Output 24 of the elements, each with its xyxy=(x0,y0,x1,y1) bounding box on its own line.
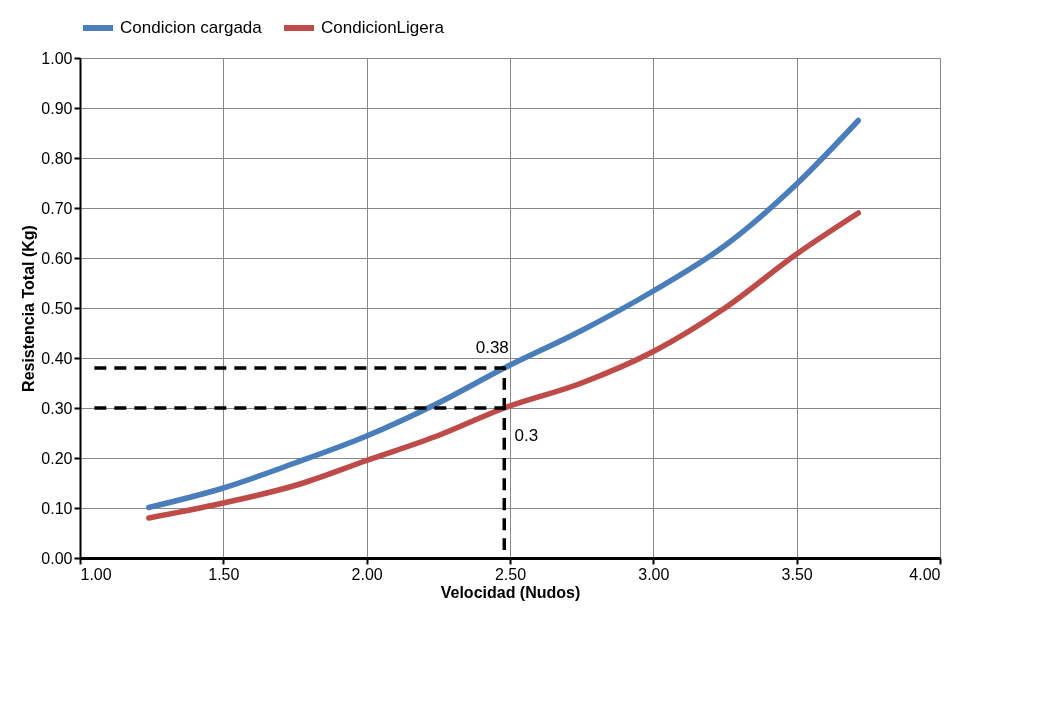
legend-label: Condicion cargada xyxy=(120,18,263,37)
y-tick-label: 0.70 xyxy=(41,199,73,217)
y-tick-label: 0.30 xyxy=(41,399,73,417)
y-tick-label: 0.10 xyxy=(41,499,73,517)
annotation: 0.38 xyxy=(475,338,509,357)
y-tick-label: 0.60 xyxy=(41,249,73,267)
x-axis-title: Velocidad (Nudos) xyxy=(440,583,581,601)
y-tick-label: 1.00 xyxy=(41,49,73,67)
y-tick-label: 0.20 xyxy=(41,449,73,467)
annotation: 0.3 xyxy=(514,426,539,445)
y-tick-label: 0.50 xyxy=(41,299,73,317)
x-tick-label: 1.00 xyxy=(80,565,112,583)
x-tick-label: 1.50 xyxy=(208,565,240,583)
y-tick-label: 0.40 xyxy=(41,349,73,367)
y-axis-title: Resistencia Total (Kg) xyxy=(20,225,38,392)
y-tick-label: 0.90 xyxy=(41,99,73,117)
legend-label: CondicionLigera xyxy=(321,18,445,37)
x-tick-label: 2.50 xyxy=(494,565,527,583)
x-tick-label: 2.00 xyxy=(351,565,383,583)
y-tick-label: 0.80 xyxy=(41,149,73,167)
x-tick-label: 4.00 xyxy=(909,565,941,583)
x-tick-label: 3.00 xyxy=(638,565,670,583)
y-tick-label: 0.00 xyxy=(41,549,73,567)
x-tick-label: 3.50 xyxy=(781,565,813,583)
